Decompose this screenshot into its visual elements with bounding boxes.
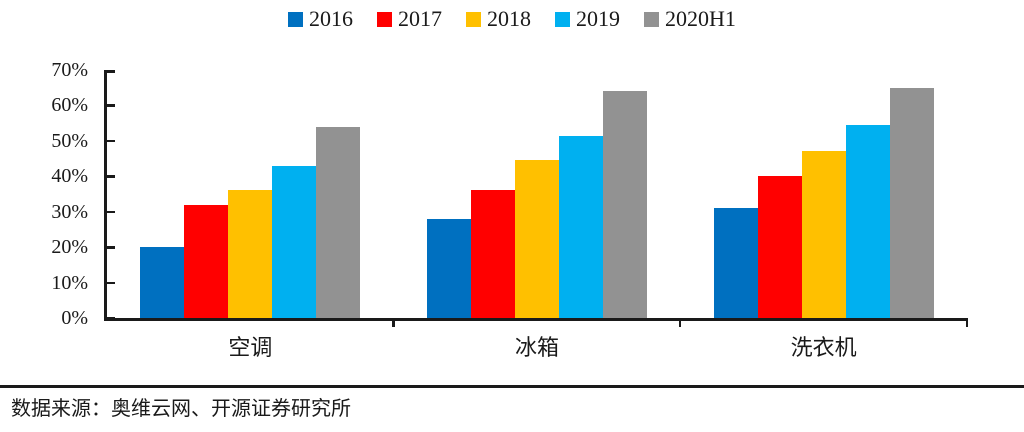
x-tick-mark <box>678 318 682 327</box>
legend-label: 2019 <box>576 6 621 31</box>
legend-item-2018: 2018 <box>466 6 531 32</box>
category-label: 洗衣机 <box>790 335 857 360</box>
bar-2020H1-洗衣机 <box>889 87 934 318</box>
legend-label: 2016 <box>309 6 354 31</box>
bar-2017-冰箱 <box>471 190 515 318</box>
y-axis <box>104 70 107 321</box>
y-tick-mark <box>107 70 115 73</box>
y-tick-label: 60% <box>51 94 88 117</box>
legend-item-2019: 2019 <box>555 6 620 32</box>
x-tick-mark <box>965 318 968 327</box>
legend-swatch-icon <box>555 11 571 27</box>
y-tick-mark <box>107 246 115 249</box>
bar-2020H1-冰箱 <box>603 91 647 318</box>
legend-item-2016: 2016 <box>288 6 353 32</box>
bar-2016-空调 <box>140 247 185 318</box>
y-tick-mark <box>107 175 115 178</box>
legend-label: 2017 <box>398 6 443 31</box>
bar-2018-空调 <box>228 190 273 318</box>
legend-swatch-icon <box>466 11 482 27</box>
y-tick-mark <box>107 281 115 285</box>
y-tick-label: 30% <box>51 200 88 223</box>
bar-2020H1-空调 <box>316 126 361 318</box>
y-tick-label: 40% <box>51 165 88 188</box>
legend-swatch-icon <box>644 11 660 27</box>
bar-2016-洗衣机 <box>713 208 758 318</box>
data-source-text: 数据来源：奥维云网、开源证券研究所 <box>11 398 351 420</box>
y-tick-label: 50% <box>51 129 88 152</box>
bar-2016-冰箱 <box>427 218 471 318</box>
y-tick-label: 20% <box>51 236 88 259</box>
bar-2019-洗衣机 <box>845 124 890 318</box>
legend-label: 2018 <box>487 6 532 31</box>
bar-2019-空调 <box>272 165 317 318</box>
category-label: 冰箱 <box>514 335 559 360</box>
x-tick-mark <box>392 318 395 327</box>
y-tick-label: 70% <box>51 59 88 81</box>
chart-legend: 2016 2017 2018 2019 2020H1 <box>0 6 1024 32</box>
y-tick-mark <box>107 317 115 320</box>
bar-2018-冰箱 <box>515 160 559 318</box>
y-tick-label: 10% <box>51 271 88 294</box>
legend-item-2017: 2017 <box>377 6 442 32</box>
bar-2018-洗衣机 <box>801 151 846 318</box>
y-tick-mark <box>107 139 115 143</box>
bar-2017-空调 <box>184 204 229 318</box>
y-tick-mark <box>107 104 115 107</box>
category-label: 空调 <box>228 335 273 360</box>
legend-swatch-icon <box>288 11 304 27</box>
y-tick-label: 0% <box>61 307 88 329</box>
x-axis <box>104 318 967 321</box>
bar-2017-洗衣机 <box>757 176 802 318</box>
bar-2019-冰箱 <box>559 135 603 318</box>
legend-item-2020H1: 2020H1 <box>644 6 736 32</box>
legend-swatch-icon <box>377 11 393 27</box>
footer-divider <box>0 385 1024 388</box>
legend-label: 2020H1 <box>665 6 736 31</box>
y-tick-mark <box>107 210 115 214</box>
